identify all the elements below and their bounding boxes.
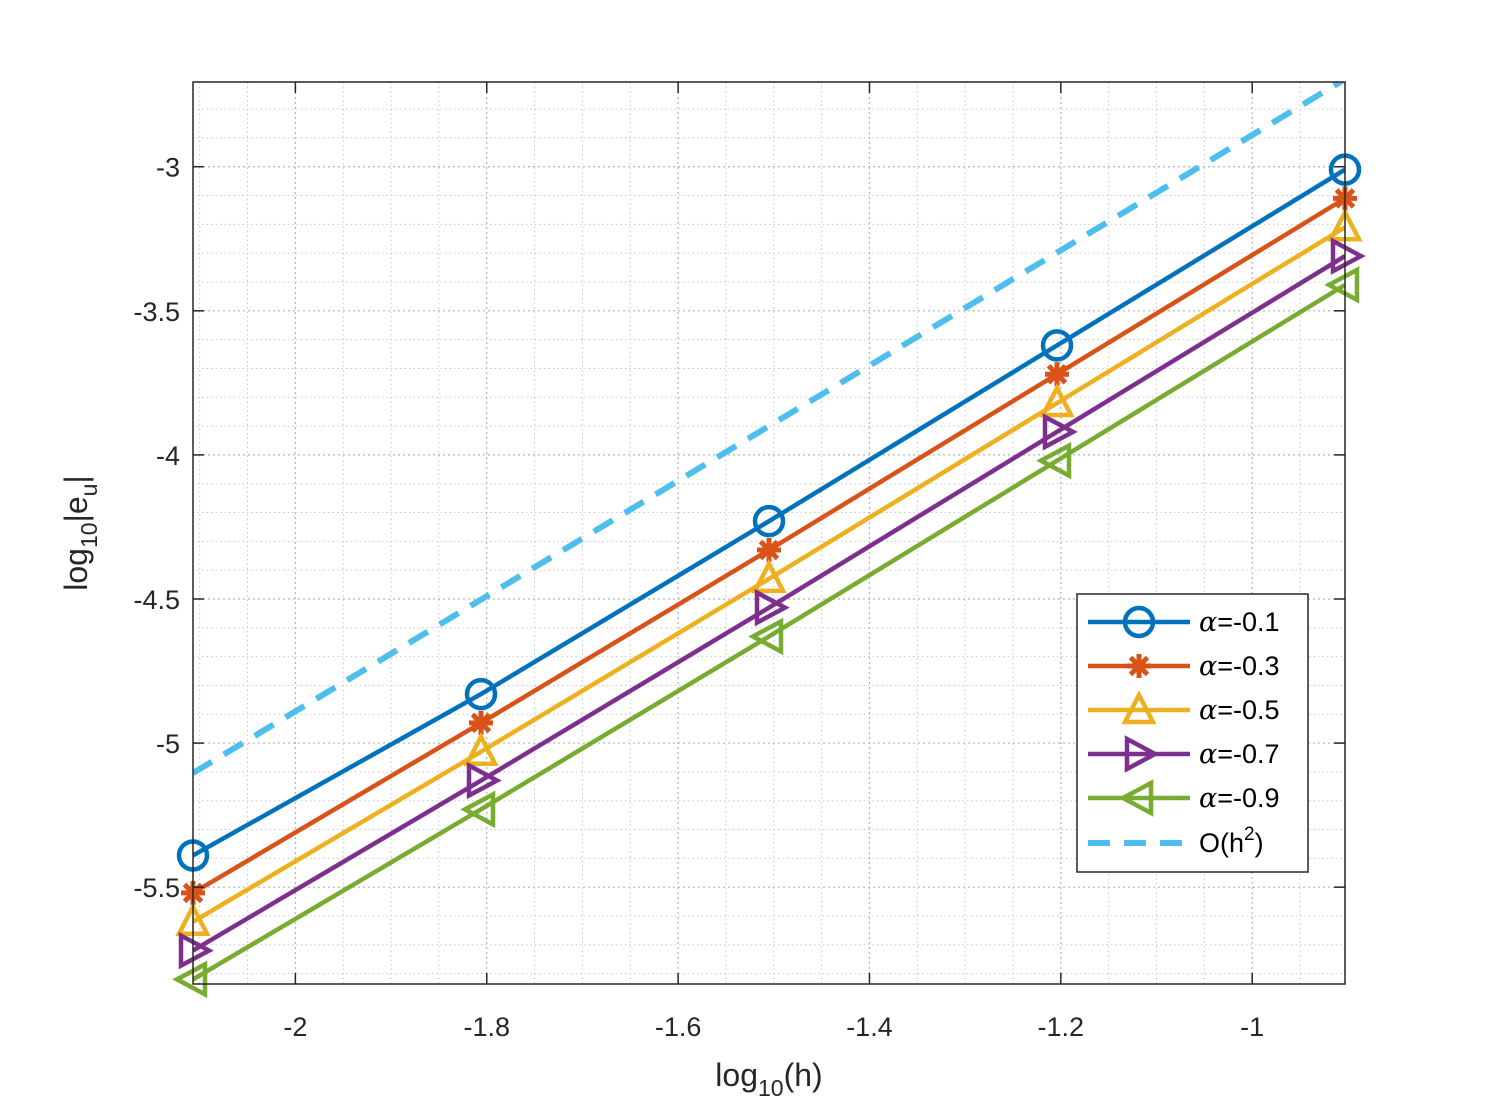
tick-labels: -2 -1.8 -1.6 -1.4 -1.2 -1 -3 -3.5 -4 -4.5 -5 -5.5 [133, 153, 1264, 1042]
y-axis-label-sub: 10 [76, 522, 102, 548]
series-5-point [748, 617, 784, 656]
series-5-point [460, 790, 496, 829]
series-4-point [1330, 237, 1366, 275]
legend-value-1: =-0.1 [1217, 607, 1279, 637]
legend-marker-1 [1122, 605, 1156, 639]
x-tick-label: -1.4 [846, 1012, 893, 1042]
legend-value-4: =-0.7 [1217, 739, 1279, 769]
y-axis-label: log10|eu| [58, 475, 102, 591]
series-2-point [757, 538, 781, 563]
series-line-5 [193, 282, 1345, 982]
legend-marker-2 [1127, 654, 1151, 678]
series-line-4 [193, 254, 1345, 953]
series-2-point-stroke [1046, 363, 1068, 385]
series-4-point [1042, 413, 1078, 451]
legend-label-reference: O(h2) [1199, 824, 1264, 858]
y-axis-label-sub2: u [76, 484, 102, 497]
legend-alpha-4: α [1199, 739, 1217, 770]
y-axis-label-rest-post: | [58, 475, 94, 483]
y-tick-label: -3.5 [133, 297, 180, 327]
x-axis-label: log10(h) [715, 1057, 822, 1101]
reference-line-o-h2 [193, 82, 1345, 776]
legend-entries: α=-0.1α=-0.3α=-0.5α=-0.7α=-0.9O(h2) [1088, 605, 1280, 858]
x-axis-label-base: log [715, 1057, 758, 1093]
series-line-1 [193, 167, 1345, 858]
legend-label-3: α=-0.5 [1199, 695, 1280, 726]
x-tick-label: -1.6 [655, 1012, 702, 1042]
series-5-point [1324, 266, 1360, 304]
series-2-point [1045, 362, 1069, 387]
legend-ref-pre: O(h [1199, 828, 1244, 858]
legend-label-4: α=-0.7 [1199, 739, 1280, 770]
y-axis-label-base: log [58, 548, 94, 591]
x-axis-label-rest: (h) [784, 1057, 823, 1093]
series-3-point [751, 558, 787, 594]
legend-ref-post: ) [1255, 828, 1264, 858]
legend-marker-3 [1121, 690, 1157, 725]
series-5-point [172, 960, 208, 999]
series-4-point [178, 931, 214, 970]
y-tick-label: -5 [156, 729, 180, 759]
legend-marker-4 [1124, 735, 1160, 773]
legend-ref-sup: 2 [1244, 824, 1255, 845]
legend-value-5: =-0.9 [1217, 783, 1279, 813]
legend-marker-5 [1118, 779, 1154, 817]
series-2-point-stroke [470, 712, 492, 734]
x-tick-label: -1 [1240, 1012, 1264, 1042]
legend-alpha-2: α [1199, 651, 1217, 682]
series-1-point [752, 504, 786, 538]
legend-label-5: α=-0.9 [1199, 783, 1280, 814]
legend: α=-0.1α=-0.3α=-0.5α=-0.7α=-0.9O(h2) [1076, 593, 1309, 873]
y-tick-label: -3 [156, 153, 180, 183]
y-tick-label: -4.5 [133, 585, 180, 615]
y-tick-label: -4 [156, 441, 180, 471]
legend-alpha-5: α [1199, 783, 1217, 814]
x-tick-label: -1.2 [1038, 1012, 1085, 1042]
legend-alpha-1: α [1199, 607, 1217, 638]
x-axis-label-sub: 10 [758, 1075, 784, 1101]
series-1-point [464, 677, 498, 711]
series-1-point [1040, 329, 1074, 362]
x-tick-label: -1.8 [463, 1012, 510, 1042]
series-line-3 [193, 225, 1345, 924]
x-tick-label: -2 [283, 1012, 307, 1042]
axis-ticks [193, 82, 1345, 984]
legend-label-1: α=-0.1 [1199, 607, 1280, 638]
legend-alpha-3: α [1199, 695, 1217, 726]
series-3-point [1039, 383, 1075, 418]
legend-value-3: =-0.5 [1217, 695, 1279, 725]
series-4-point [466, 761, 502, 800]
legend-value-2: =-0.3 [1217, 651, 1279, 681]
y-axis-label-rest-pre: |e [58, 496, 94, 522]
legend-label-2: α=-0.3 [1199, 651, 1280, 682]
series-5-point [1036, 441, 1072, 480]
series-4-point [754, 588, 790, 627]
series-2-point-stroke [758, 539, 780, 561]
plot-frame [192, 81, 1346, 985]
legend-marker-2-stroke [1128, 655, 1150, 677]
series-2-point [469, 710, 493, 735]
y-tick-label: -5.5 [133, 873, 180, 903]
legend-box [1076, 593, 1309, 873]
series-3-point [463, 731, 499, 766]
